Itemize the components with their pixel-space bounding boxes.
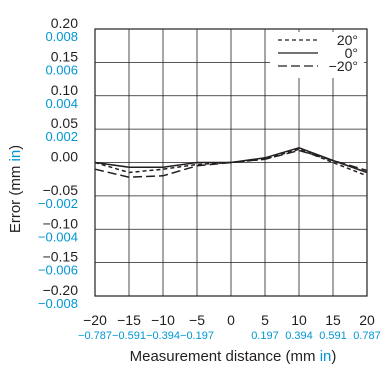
y-tick-label-in: −0.002 [38,196,78,211]
y-tick-label-in: −0.008 [38,296,78,311]
x-axis-ticks: −20 −0.787 −15 −0.591 −10 −0.394 −5 −0.197 0 5 0.1… [78,312,381,342]
legend: 20°0°−20° [270,32,364,78]
legend-label: −20° [329,58,358,74]
x-tick-label-mm: −5 [189,312,205,328]
x-tick-label-mm: 10 [291,312,307,328]
x-tick-label-in: −0.591 [112,330,146,342]
x-tick-label-in: 0.591 [319,330,347,342]
y-tick-label-mm: −0.05 [43,182,79,198]
y-tick-label-mm: −0.15 [43,249,79,265]
y-tick-label-in: −0.004 [38,229,78,244]
x-tick-label-mm: 20 [359,312,375,328]
x-tick-label-in: 0.787 [353,330,381,342]
y-axis-label-close: ) [7,145,24,150]
x-tick-label-in: 0.197 [251,330,279,342]
legend-label: 0° [345,45,358,61]
x-axis-label: Measurement distance (mm in) [130,348,337,365]
x-tick-label-in: −0.197 [180,330,214,342]
x-tick-label-mm: 15 [325,312,341,328]
y-tick-label-in: 0.008 [45,29,78,44]
series-line [94,149,368,178]
x-axis-label-main: Measurement distance (mm [130,348,320,365]
series-lines [94,147,368,178]
x-axis-label-unit: in [320,348,332,365]
x-axis-label-close: ) [331,348,336,365]
y-tick-label-in: 0.004 [45,96,78,111]
y-tick-label-mm: 0.00 [51,149,78,165]
y-axis-label-main: Error (mm [7,162,24,234]
y-tick-label-mm: 0.10 [51,82,78,98]
legend-label: 20° [337,32,358,48]
x-tick-label-mm: −10 [151,312,175,328]
y-axis-ticks: 0.200.008 0.150.006 0.100.004 0.050.002 0.00… [38,15,78,311]
x-tick-label-mm: −20 [83,312,107,328]
y-axis-label: Error (mm in) [7,145,24,233]
y-axis-label-unit: in [7,150,24,162]
y-tick-label-mm: −0.10 [43,215,79,231]
x-tick-label-mm: 0 [227,312,235,328]
y-tick-label-in: 0.006 [45,62,78,77]
y-tick-label-in: −0.006 [38,263,78,278]
x-tick-label-in: −0.394 [146,330,180,342]
y-tick-label-mm: 0.05 [51,115,78,131]
y-tick-label-mm: −0.20 [43,282,79,298]
x-tick-label-in: 0.394 [285,330,313,342]
series-line [94,148,368,177]
x-tick-label-mm: 5 [261,312,269,328]
y-tick-label-mm: 0.20 [51,15,78,31]
x-tick-label-mm: −15 [117,312,141,328]
x-tick-label-in: −0.787 [78,330,112,342]
y-tick-label-mm: 0.15 [51,48,78,64]
y-tick-label-in: 0.002 [45,129,78,144]
